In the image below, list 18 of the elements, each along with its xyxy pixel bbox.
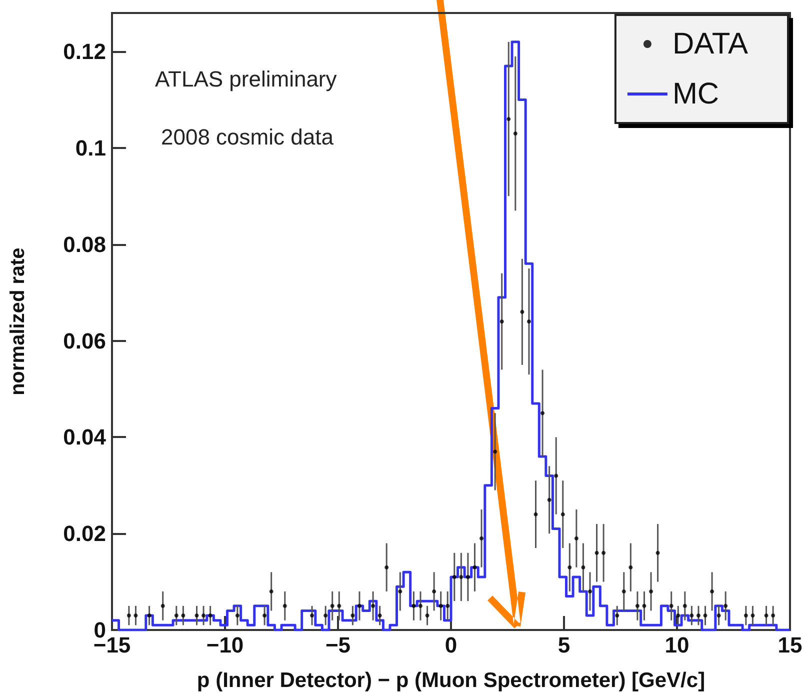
x-tick-label: 10: [664, 632, 690, 658]
x-tick-label: 15: [778, 632, 802, 658]
annotation: 2008 cosmic data: [161, 124, 334, 150]
y-tick-label: 0.12: [63, 39, 106, 64]
y-tick-label: 0.06: [63, 328, 106, 354]
y-axis-title: normalized rate: [7, 248, 29, 396]
y-tick-label: 0.1: [75, 135, 106, 160]
x-axis-title: p (Inner Detector) − p (Muon Spectrometer) [GeV/c]: [196, 669, 706, 692]
x-tick-label: 5: [558, 632, 570, 658]
annotation: ATLAS preliminary: [155, 66, 337, 92]
y-tick-label: 0.02: [63, 521, 106, 546]
legend-label: MC: [672, 78, 720, 110]
legend-label: DATA: [672, 28, 748, 60]
y-tick-label: 0.08: [63, 232, 106, 257]
x-tick-label: 0: [444, 632, 458, 658]
x-tick-label: −10: [206, 632, 244, 658]
x-tick-label: −5: [325, 632, 351, 658]
y-tick-label: 0.04: [63, 424, 107, 450]
